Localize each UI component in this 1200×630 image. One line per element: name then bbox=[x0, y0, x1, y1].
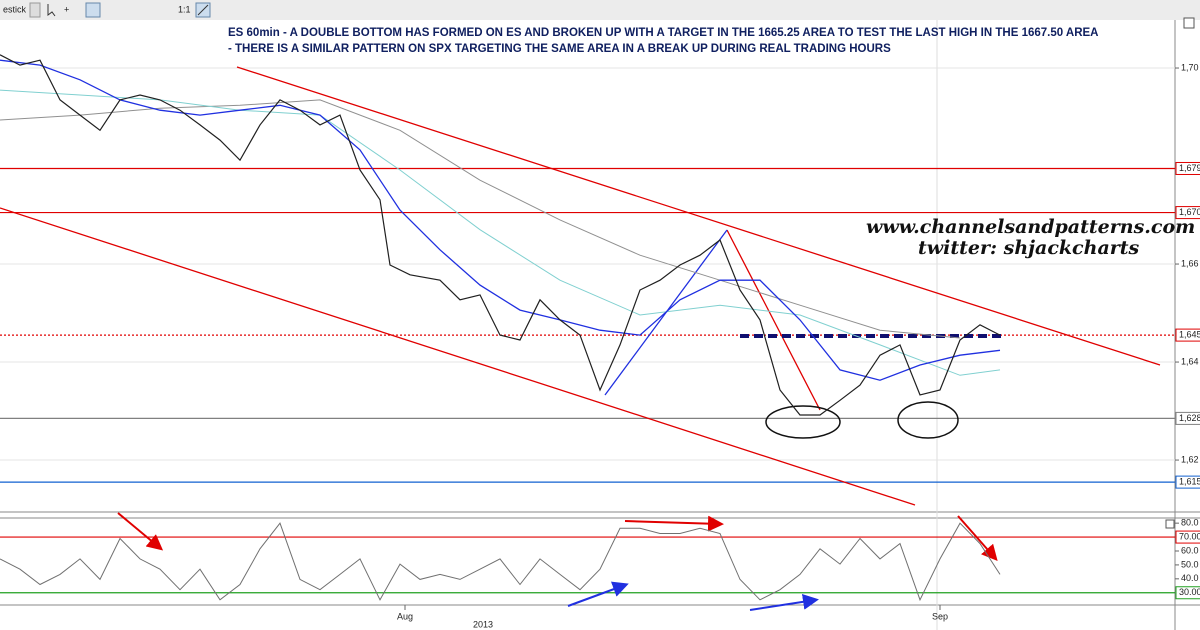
line-icon bbox=[197, 4, 209, 16]
y-tick-label: 1,64 bbox=[1181, 356, 1199, 366]
series-line bbox=[0, 99, 961, 339]
twitter: twitter: shjackcharts bbox=[918, 237, 1140, 259]
annotation: ES 60min - A DOUBLE BOTTOM HAS FORMED ON… bbox=[228, 27, 1099, 39]
y-tick-label: 80.0 bbox=[1181, 518, 1199, 528]
level-box bbox=[1175, 530, 1200, 544]
pointer-tool[interactable] bbox=[47, 4, 56, 17]
level-label: 1,670 bbox=[1179, 207, 1200, 217]
level-box bbox=[1175, 206, 1200, 220]
level-box bbox=[1175, 328, 1200, 342]
level-label: 30.00 bbox=[1179, 587, 1200, 597]
cross-tool[interactable]: + bbox=[64, 4, 69, 14]
y-tick-label: 40.0 bbox=[1181, 573, 1199, 583]
rsi-arrow bbox=[624, 515, 724, 532]
level-box bbox=[1175, 161, 1200, 175]
rsi-arrow bbox=[749, 593, 819, 611]
level-box bbox=[1175, 586, 1200, 600]
y-tick-label: 1,66 bbox=[1181, 258, 1199, 268]
series-line bbox=[0, 59, 1001, 381]
dropdown[interactable] bbox=[29, 2, 41, 18]
toolbar bbox=[0, 0, 1200, 20]
level-label: 1,645 bbox=[1179, 329, 1200, 339]
trend-line bbox=[726, 229, 821, 411]
grid-tool[interactable] bbox=[85, 2, 101, 18]
x-tick-label: Aug bbox=[397, 611, 413, 621]
series-line bbox=[0, 89, 1001, 376]
website: www.channelsandpatterns.com bbox=[866, 216, 1195, 238]
annotation: - THERE IS A SIMILAR PATTERN ON SPX TARG… bbox=[228, 43, 891, 55]
bottom-circle bbox=[897, 401, 959, 439]
rsi-arrow bbox=[957, 515, 998, 562]
year-label: 2013 bbox=[473, 619, 493, 629]
rsi-arrow bbox=[567, 581, 629, 607]
y-tick-label: 1,70 bbox=[1181, 62, 1199, 72]
level-label: 1,679 bbox=[1179, 163, 1200, 173]
y-tick-label: 1,62 bbox=[1181, 454, 1199, 464]
level-label: 1,628 bbox=[1179, 413, 1200, 423]
x-tick-label: Sep bbox=[932, 611, 948, 621]
level-label: 1,615 bbox=[1179, 476, 1200, 486]
y-tick-label: 60.0 bbox=[1181, 545, 1199, 555]
zoom[interactable]: 1:1 bbox=[178, 4, 191, 14]
level-box bbox=[1175, 411, 1200, 425]
channel-line bbox=[0, 207, 916, 506]
series-line bbox=[0, 522, 1001, 602]
bottom-circle bbox=[765, 405, 841, 439]
level-box bbox=[1175, 475, 1200, 489]
series-line bbox=[0, 54, 1001, 416]
channel-line bbox=[236, 66, 1161, 366]
y-tick-label: 50.0 bbox=[1181, 559, 1199, 569]
panel-close[interactable] bbox=[1165, 519, 1175, 529]
rsi-arrow bbox=[117, 512, 164, 551]
chart-style[interactable]: estick bbox=[3, 4, 27, 14]
close-button[interactable] bbox=[1183, 17, 1195, 29]
level-label: 70.00 bbox=[1179, 531, 1200, 541]
